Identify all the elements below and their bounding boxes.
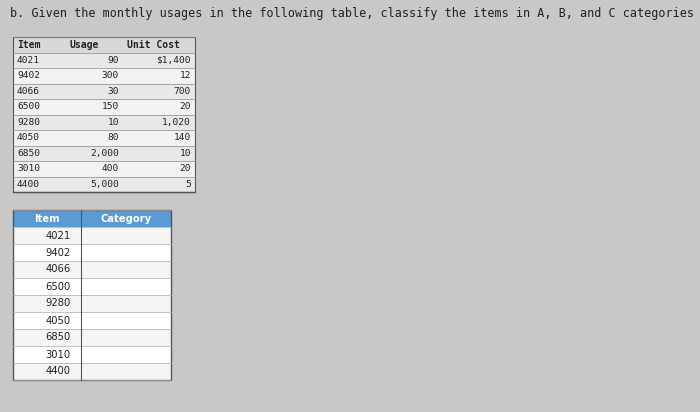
- Text: 30: 30: [108, 87, 119, 96]
- Bar: [13, 210, 171, 380]
- Bar: [13, 244, 171, 261]
- Bar: [13, 295, 171, 312]
- Bar: [13, 278, 171, 295]
- Bar: [13, 161, 195, 176]
- Text: 4066: 4066: [46, 265, 71, 274]
- Text: 6850: 6850: [17, 149, 40, 158]
- Bar: [13, 346, 171, 363]
- Text: 5,000: 5,000: [90, 180, 119, 189]
- Bar: [65, 37, 123, 52]
- Bar: [13, 210, 81, 227]
- Bar: [13, 261, 171, 278]
- Text: 400: 400: [102, 164, 119, 173]
- Text: 9402: 9402: [46, 248, 71, 258]
- Bar: [13, 363, 171, 380]
- Text: 4050: 4050: [46, 316, 71, 325]
- Bar: [13, 37, 195, 192]
- Text: 4021: 4021: [46, 230, 71, 241]
- Text: Unit Cost: Unit Cost: [127, 40, 180, 50]
- Text: 6500: 6500: [46, 281, 71, 292]
- Text: Usage: Usage: [69, 40, 99, 50]
- Bar: [123, 37, 195, 52]
- Text: $1,400: $1,400: [157, 56, 191, 65]
- Bar: [13, 329, 171, 346]
- Text: 9280: 9280: [46, 299, 71, 309]
- Text: 80: 80: [108, 133, 119, 142]
- Text: 9402: 9402: [17, 71, 40, 80]
- Bar: [13, 99, 195, 115]
- Text: 90: 90: [108, 56, 119, 65]
- Text: 300: 300: [102, 71, 119, 80]
- Text: 4400: 4400: [17, 180, 40, 189]
- Bar: [13, 115, 195, 130]
- Text: 700: 700: [174, 87, 191, 96]
- Bar: [13, 37, 65, 52]
- Bar: [13, 145, 195, 161]
- Text: Item: Item: [17, 40, 41, 50]
- Text: 4066: 4066: [17, 87, 40, 96]
- Text: 9280: 9280: [17, 118, 40, 127]
- Text: 1,020: 1,020: [162, 118, 191, 127]
- Bar: [13, 312, 171, 329]
- Text: 2,000: 2,000: [90, 149, 119, 158]
- Text: 5: 5: [186, 180, 191, 189]
- Text: 4050: 4050: [17, 133, 40, 142]
- Text: 20: 20: [179, 102, 191, 111]
- Bar: [13, 130, 195, 145]
- Text: 3010: 3010: [17, 164, 40, 173]
- Text: 6850: 6850: [46, 332, 71, 342]
- Bar: [13, 176, 195, 192]
- Text: Category: Category: [100, 213, 152, 223]
- Text: 140: 140: [174, 133, 191, 142]
- Text: Item: Item: [34, 213, 60, 223]
- Text: 4021: 4021: [17, 56, 40, 65]
- Text: 150: 150: [102, 102, 119, 111]
- Text: 3010: 3010: [46, 349, 71, 360]
- Text: 10: 10: [179, 149, 191, 158]
- Text: b. Given the monthly usages in the following table, classify the items in A, B, : b. Given the monthly usages in the follo…: [10, 7, 700, 20]
- Bar: [13, 68, 195, 84]
- Bar: [81, 210, 171, 227]
- Bar: [13, 84, 195, 99]
- Text: 6500: 6500: [17, 102, 40, 111]
- Text: 4400: 4400: [46, 367, 71, 377]
- Bar: [13, 227, 171, 244]
- Bar: [13, 52, 195, 68]
- Text: 20: 20: [179, 164, 191, 173]
- Text: 10: 10: [108, 118, 119, 127]
- Text: 12: 12: [179, 71, 191, 80]
